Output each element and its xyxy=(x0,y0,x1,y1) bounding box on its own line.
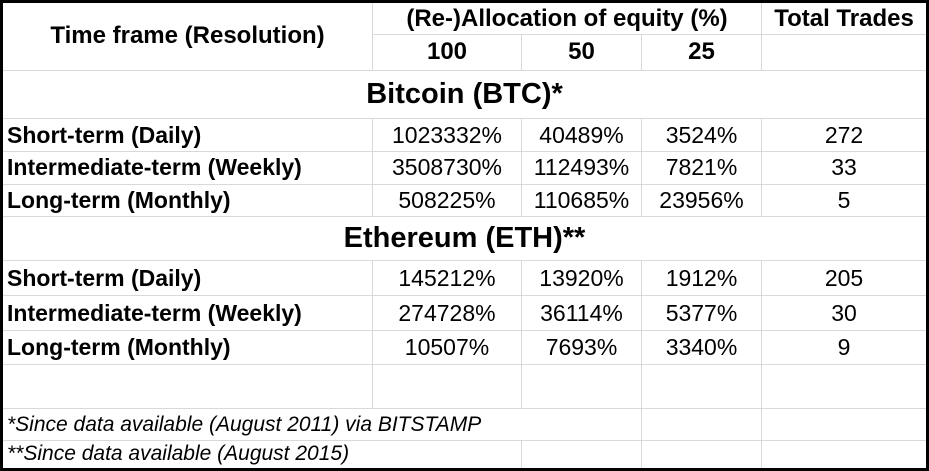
value-allocation-25: 3524% xyxy=(641,117,762,153)
row-label: Intermediate-term (Weekly) xyxy=(1,295,373,331)
empty-cell xyxy=(641,439,762,471)
empty-cell xyxy=(372,364,522,410)
value-allocation-50: 13920% xyxy=(521,260,642,297)
empty-cell xyxy=(521,439,642,471)
header-total-trades-empty-cell xyxy=(761,34,928,71)
value-total-trades: 205 xyxy=(761,260,928,297)
section-row-ethereum: Ethereum (ETH)** xyxy=(1,215,928,262)
table-row-eth-short: Short-term (Daily) 145212% 13920% 1912% … xyxy=(1,260,928,297)
empty-cell xyxy=(1,364,373,410)
table-row-eth-long: Long-term (Monthly) 10507% 7693% 3340% 9 xyxy=(1,329,928,366)
value-allocation-25: 5377% xyxy=(641,295,762,331)
empty-cell xyxy=(641,364,762,410)
value-allocation-25: 7821% xyxy=(641,151,762,185)
value-total-trades: 33 xyxy=(761,151,928,185)
value-total-trades: 30 xyxy=(761,295,928,331)
value-allocation-25: 1912% xyxy=(641,260,762,297)
header-row-2: 100 50 25 xyxy=(2,34,928,71)
value-total-trades: 9 xyxy=(761,329,928,366)
header-allocation-100: 100 xyxy=(372,34,522,71)
value-allocation-25: 23956% xyxy=(641,183,762,217)
header-time-frame: Time frame (Resolution) xyxy=(1,1,373,71)
section-title-bitcoin: Bitcoin (BTC)* xyxy=(1,69,928,119)
row-label: Short-term (Daily) xyxy=(1,260,373,297)
value-allocation-50: 112493% xyxy=(521,151,642,185)
table-row-btc-short: Short-term (Daily) 1023332% 40489% 3524%… xyxy=(1,117,928,153)
value-total-trades: 5 xyxy=(761,183,928,217)
row-label: Short-term (Daily) xyxy=(1,117,373,153)
row-label: Intermediate-term (Weekly) xyxy=(1,151,373,185)
row-label: Long-term (Monthly) xyxy=(1,183,373,217)
footnote-row-2: **Since data available (August 2015) xyxy=(1,439,928,471)
header-allocation-25: 25 xyxy=(641,34,762,71)
footnote-ethereum: **Since data available (August 2015) xyxy=(1,439,522,471)
empty-cell xyxy=(761,364,928,410)
value-allocation-100: 1023332% xyxy=(372,117,522,153)
table-row-btc-long: Long-term (Monthly) 508225% 110685% 2395… xyxy=(1,183,928,217)
header-row-1: Time frame (Resolution) (Re-)Allocation … xyxy=(1,0,928,71)
header-allocation-50: 50 xyxy=(521,34,642,71)
value-allocation-100: 274728% xyxy=(372,295,522,331)
value-allocation-25: 3340% xyxy=(641,329,762,366)
value-allocation-50: 36114% xyxy=(521,295,642,331)
row-label: Long-term (Monthly) xyxy=(1,329,373,366)
value-allocation-50: 110685% xyxy=(521,183,642,217)
value-allocation-100: 508225% xyxy=(372,183,522,217)
footnote-bitcoin: *Since data available (August 2011) via … xyxy=(1,408,642,441)
table-row-eth-intermediate: Intermediate-term (Weekly) 274728% 36114… xyxy=(1,295,928,331)
section-row-bitcoin: Bitcoin (BTC)* xyxy=(1,69,928,119)
empty-cell xyxy=(761,439,928,471)
empty-cell xyxy=(761,408,928,441)
empty-cell xyxy=(641,408,762,441)
footnote-row-1: *Since data available (August 2011) via … xyxy=(1,408,928,441)
empty-cell xyxy=(521,364,642,410)
value-allocation-50: 7693% xyxy=(521,329,642,366)
section-title-ethereum: Ethereum (ETH)** xyxy=(1,215,928,262)
value-total-trades: 272 xyxy=(761,117,928,153)
value-allocation-100: 10507% xyxy=(372,329,522,366)
value-allocation-100: 3508730% xyxy=(372,151,522,185)
header-total-trades: Total Trades xyxy=(761,0,928,36)
header-allocation-group: (Re-)Allocation of equity (%) xyxy=(372,0,762,36)
empty-row xyxy=(1,364,928,410)
table-row-btc-intermediate: Intermediate-term (Weekly) 3508730% 1124… xyxy=(1,151,928,185)
value-allocation-50: 40489% xyxy=(521,117,642,153)
value-allocation-100: 145212% xyxy=(372,260,522,297)
